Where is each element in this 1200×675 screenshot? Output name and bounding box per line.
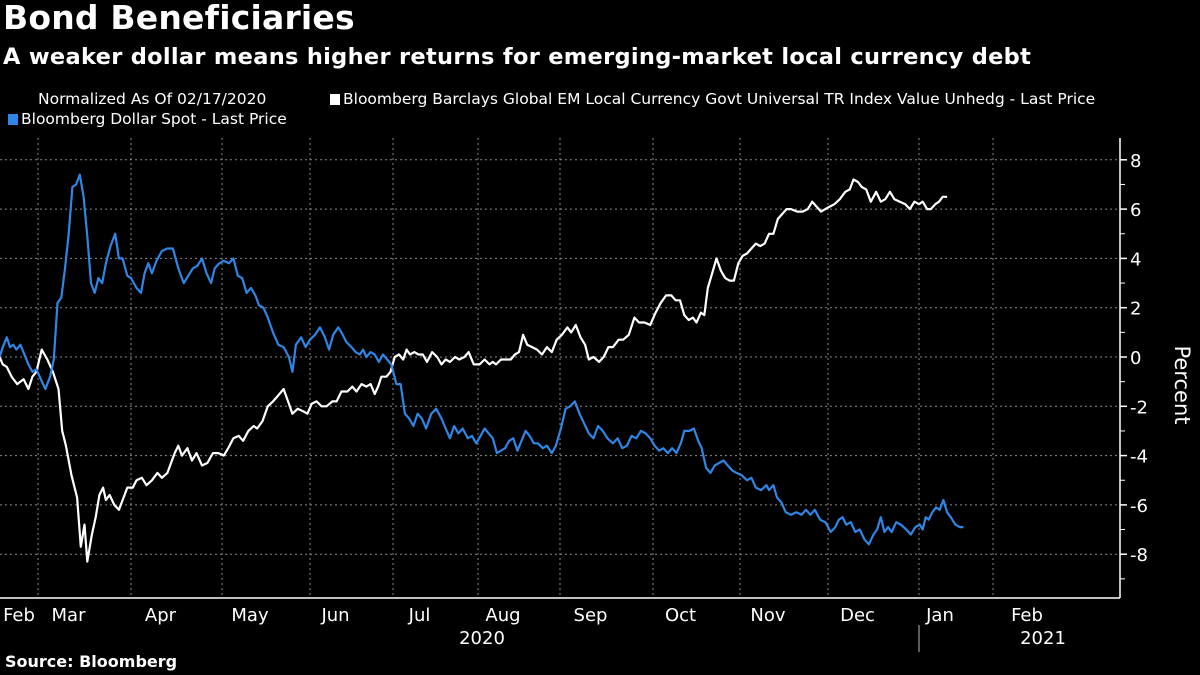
x-tick-label: Mar	[52, 605, 87, 626]
source-note: Source: Bloomberg	[5, 652, 178, 671]
x-tick-label: Sep	[574, 605, 608, 626]
grid	[0, 138, 1120, 598]
legend-label-em-index: Bloomberg Barclays Global EM Local Curre…	[343, 90, 1096, 108]
y-tick-label: -6	[1130, 496, 1148, 517]
x-tick-label: Feb	[1011, 605, 1043, 626]
x-tick-label: Jan	[925, 605, 954, 626]
y-tick-label: 8	[1130, 151, 1141, 172]
y-tick-label: 2	[1130, 299, 1141, 320]
x-year-label: 2020	[459, 628, 505, 649]
series-group	[0, 173, 964, 563]
y-axis-title: Percent	[1170, 345, 1194, 424]
series-line-dollar-spot	[0, 173, 964, 546]
y-tick-label: 0	[1130, 348, 1141, 369]
axis-labels: 8 6 4 2 0 -2 -4 -6 -8 Feb Mar Apr May Jun Jul Aug Sep Oct…	[3, 151, 1194, 649]
y-tick-label: -4	[1130, 447, 1148, 468]
x-year-label: 2021	[1020, 628, 1066, 649]
y-tick-label: -2	[1130, 397, 1148, 418]
legend-item-dollar-spot: Bloomberg Dollar Spot - Last Price	[8, 110, 287, 128]
x-tick-label: Apr	[145, 605, 177, 626]
x-tick-label: Feb	[3, 605, 35, 626]
y-tick-label: -8	[1130, 545, 1148, 566]
x-tick-label: Dec	[840, 605, 875, 626]
axes	[0, 138, 1127, 652]
x-tick-label: Jul	[408, 605, 431, 626]
x-tick-label: Jun	[320, 605, 349, 626]
x-tick-label: May	[231, 605, 269, 626]
legend-swatch-dollar-spot	[8, 114, 18, 125]
x-tick-label: Aug	[485, 605, 520, 626]
legend-item-em-index: Bloomberg Barclays Global EM Local Curre…	[330, 90, 1095, 108]
chart-subtitle: A weaker dollar means higher returns for…	[3, 44, 1032, 70]
y-tick-label: 4	[1130, 249, 1141, 270]
legend-swatch-em-index	[330, 94, 340, 105]
series-line-em-local-currency-index	[0, 178, 948, 563]
chart-title: Bond Beneficiaries	[3, 0, 355, 37]
y-tick-label: 6	[1130, 200, 1141, 221]
x-tick-label: Nov	[750, 605, 785, 626]
legend-label-dollar-spot: Bloomberg Dollar Spot - Last Price	[21, 110, 287, 128]
x-tick-label: Oct	[665, 605, 696, 626]
legend-note: Normalized As Of 02/17/2020	[38, 90, 267, 108]
